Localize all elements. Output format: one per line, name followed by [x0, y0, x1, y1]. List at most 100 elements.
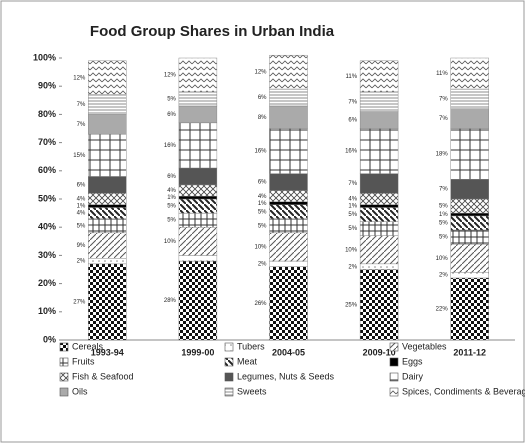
- data-label: 16%: [164, 143, 177, 149]
- legend-swatch: [224, 342, 234, 352]
- y-tick-label: 30%: [38, 250, 56, 260]
- legend-swatch: [224, 357, 234, 367]
- legend-swatch: [389, 387, 399, 397]
- data-label: 9%: [77, 243, 86, 249]
- bar-segment: [88, 263, 127, 341]
- bar-segment: [450, 229, 489, 245]
- bar-segment: [269, 204, 308, 219]
- bar-segment: [88, 176, 127, 194]
- data-label: 1%: [439, 212, 448, 218]
- bar-segment: [359, 173, 399, 194]
- data-label: 16%: [345, 149, 358, 155]
- bar-segment: [450, 198, 489, 214]
- y-tick-label: 10%: [38, 306, 56, 316]
- bar-segment: [88, 133, 127, 177]
- y-tick-label: 80%: [38, 109, 56, 119]
- bar-segment: [88, 60, 127, 95]
- x-tick-label: 2011-12: [453, 347, 486, 357]
- bar-segment: [450, 57, 489, 90]
- legend-label: Cereals: [72, 341, 104, 351]
- data-label: 5%: [348, 226, 357, 232]
- bar-segment: [178, 105, 218, 124]
- bar-segment: [178, 226, 218, 256]
- bar-segment: [88, 204, 127, 208]
- data-label: 7%: [439, 116, 448, 122]
- bar-segment: [269, 105, 308, 129]
- data-label: 5%: [439, 221, 448, 227]
- data-label: 18%: [436, 151, 449, 157]
- data-label: 16%: [254, 149, 267, 155]
- legend-swatch: [59, 387, 69, 397]
- data-label: 7%: [348, 99, 357, 105]
- data-label: 10%: [345, 247, 358, 253]
- bar-segment: [450, 272, 489, 279]
- data-label: 7%: [439, 187, 448, 193]
- bar-segment: [269, 173, 308, 191]
- data-label: 1%: [167, 195, 176, 201]
- bar-segment: [269, 201, 308, 205]
- data-label: 15%: [73, 153, 86, 159]
- data-label: 7%: [77, 122, 86, 128]
- bar-segment: [178, 212, 218, 228]
- bar-segment: [450, 179, 489, 200]
- bar-segment: [269, 232, 308, 262]
- data-label: 22%: [436, 307, 449, 313]
- y-tick-label: 20%: [38, 278, 56, 288]
- bar-segment: [269, 266, 308, 341]
- data-label: 11%: [436, 71, 448, 77]
- bar-segment: [269, 88, 308, 107]
- bar-segment: [178, 167, 218, 186]
- legend-label: Oils: [72, 386, 88, 396]
- bar-segment: [269, 54, 308, 90]
- data-label: 4%: [258, 194, 267, 200]
- legend-label: Fish & Seafood: [72, 371, 134, 381]
- data-label: 10%: [164, 239, 177, 245]
- y-tick-label: 90%: [38, 81, 56, 91]
- data-label: 4%: [77, 211, 86, 217]
- legend-label: Meat: [237, 356, 258, 366]
- legend-label: Legumes, Nuts & Seeds: [237, 371, 335, 381]
- bar-segment: [88, 193, 127, 205]
- legend-swatch: [59, 372, 69, 382]
- legend-label: Dairy: [402, 371, 424, 381]
- x-tick-label: 2009-10: [363, 347, 396, 357]
- data-label: 7%: [348, 181, 357, 187]
- y-tick-label: 100%: [33, 52, 56, 62]
- data-label: 27%: [73, 300, 86, 306]
- bar-segment: [88, 258, 127, 265]
- bar-segment: [450, 88, 489, 109]
- x-tick-label: 2004-05: [272, 347, 305, 357]
- data-label: 10%: [254, 245, 267, 251]
- data-label: 4%: [77, 197, 86, 203]
- bar-segment: [359, 235, 399, 265]
- bar-segment: [178, 195, 218, 200]
- x-tick-label: 1999-00: [181, 347, 214, 357]
- bar-segment: [359, 128, 399, 174]
- y-tick-label: 60%: [38, 165, 56, 175]
- legend-swatch: [389, 357, 399, 367]
- legend-label: Spices, Condiments & Beverages: [402, 386, 525, 396]
- bar-segment: [359, 204, 399, 208]
- data-label: 6%: [258, 180, 267, 186]
- data-label: 5%: [439, 204, 448, 210]
- chart-title: Food Group Shares in Urban India: [90, 23, 335, 40]
- data-label: 5%: [439, 235, 448, 241]
- data-label: 26%: [254, 301, 267, 307]
- bar-segment: [178, 122, 218, 169]
- bar-segment: [269, 218, 308, 234]
- bar-segment: [450, 277, 489, 341]
- legend-label: Fruits: [72, 356, 95, 366]
- bar-segment: [359, 111, 399, 129]
- y-tick-label: 70%: [38, 137, 56, 147]
- bar-segment: [359, 193, 399, 205]
- bar-segment: [88, 114, 127, 135]
- legend-label: Vegetables: [402, 341, 447, 351]
- data-label: 4%: [167, 188, 176, 194]
- x-tick-label: 1993-94: [91, 347, 124, 357]
- data-label: 6%: [348, 118, 357, 124]
- data-label: 4%: [348, 197, 357, 203]
- bar-segment: [88, 218, 127, 234]
- bar-segment: [359, 221, 399, 236]
- legend-swatch: [224, 372, 234, 382]
